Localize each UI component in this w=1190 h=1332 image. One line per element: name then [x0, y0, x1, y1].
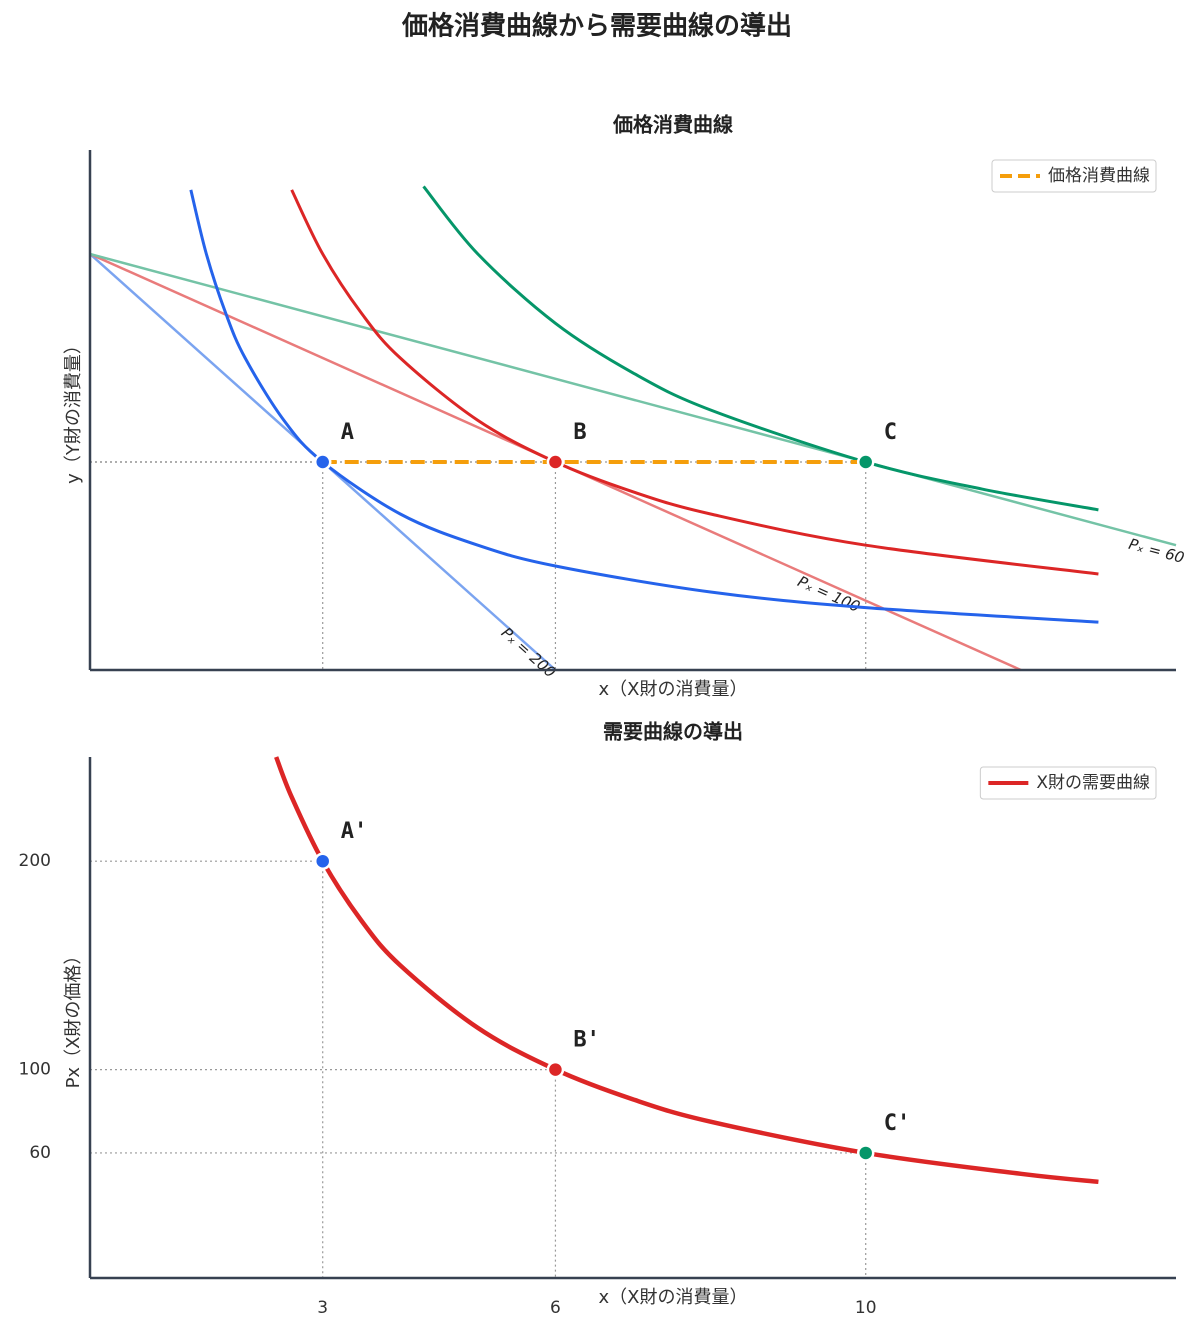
point [856, 1144, 875, 1162]
x-tick-label: 10 [855, 1298, 877, 1318]
legend-box [991, 159, 1157, 193]
y-tick-label: 100 [19, 1060, 51, 1080]
chart-title: 需要曲線の導出 [603, 720, 743, 744]
y-tick-label: 60 [29, 1143, 51, 1163]
budget-line-label: Pₓ = 100 [795, 572, 863, 616]
legend: 価格消費曲線 [991, 159, 1157, 193]
figure-title: 価格消費曲線から需要曲線の導出 [401, 11, 792, 42]
point-label: B' [573, 1028, 600, 1053]
curve [189, 189, 1099, 624]
chart-title: 価格消費曲線 [612, 113, 733, 137]
x-axis-label: x（X財の消費量） [599, 1287, 748, 1308]
curve [274, 756, 1099, 1185]
legend-box [979, 766, 1157, 800]
point-label: B [573, 420, 586, 445]
point-label: A [341, 420, 354, 445]
budget-line-label: Pₓ = 200 [498, 624, 560, 682]
curve [422, 185, 1099, 512]
point [856, 453, 875, 471]
budget-line [89, 252, 1177, 547]
legend-label: 価格消費曲線 [1048, 166, 1150, 186]
point [546, 453, 565, 471]
x-axis-label: x（X財の消費量） [599, 679, 748, 700]
y-tick-label: 200 [19, 851, 51, 871]
legend-label: X財の需要曲線 [1036, 773, 1150, 793]
curve [290, 189, 1099, 576]
point [546, 1060, 565, 1079]
x-tick-label: 6 [550, 1298, 561, 1318]
legend: X財の需要曲線 [979, 766, 1157, 800]
point-label: A' [341, 819, 368, 844]
point-label: C [884, 420, 897, 445]
point [313, 453, 332, 471]
point-label: C' [884, 1111, 911, 1136]
y-axis-label: Px（X財の価格） [63, 947, 84, 1089]
point [313, 852, 332, 870]
x-tick-label: 3 [317, 1298, 328, 1318]
y-axis-label: y（Y財の消費量） [63, 336, 84, 484]
